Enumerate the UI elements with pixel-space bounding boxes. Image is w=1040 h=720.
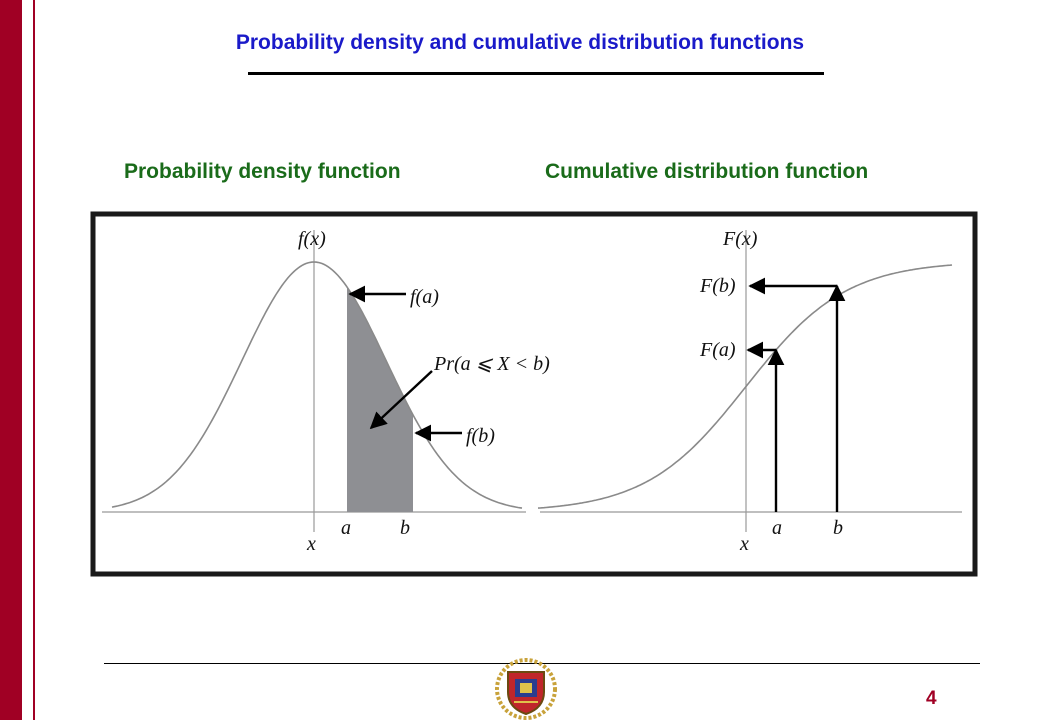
pdf-x-label: x [306,533,316,555]
cdf-b-label: b [833,517,843,539]
distribution-figure: f(x) x a b f(a) f(b) Pr(a ⩽ X < b) F(x) … [90,211,978,577]
university-crest-icon [495,658,557,720]
page-number: 4 [926,688,937,709]
pdf-panel: f(x) x a b f(a) f(b) Pr(a ⩽ X < b) [102,228,550,555]
pdf-a-label: a [341,517,351,539]
figure-frame [90,211,978,577]
cdf-panel: F(x) F(b) F(a) x a b [537,228,962,555]
area-arrow [369,370,433,430]
pdf-heading: Probability density function [124,160,401,183]
cdf-a-label: a [772,517,782,539]
pdf-shaded-area [347,286,413,512]
pdf-curve [111,261,523,509]
fa-label: f(a) [410,286,439,308]
pdf-b-label: b [400,517,410,539]
pdf-y-label: f(x) [298,228,326,250]
cdf-x-label: x [739,533,749,555]
slide-title: Probability density and cumulative distr… [235,31,805,54]
Fa-label: F(a) [699,339,736,361]
area-label: Pr(a ⩽ X < b) [433,353,550,375]
title-underline [248,72,824,75]
cdf-y-label: F(x) [722,228,758,250]
fb-label: f(b) [466,425,495,447]
Fb-label: F(b) [699,275,736,297]
left-accent-bar [0,0,22,720]
left-accent-line [33,0,35,720]
cdf-curve [537,264,953,509]
cdf-heading: Cumulative distribution function [545,160,869,183]
